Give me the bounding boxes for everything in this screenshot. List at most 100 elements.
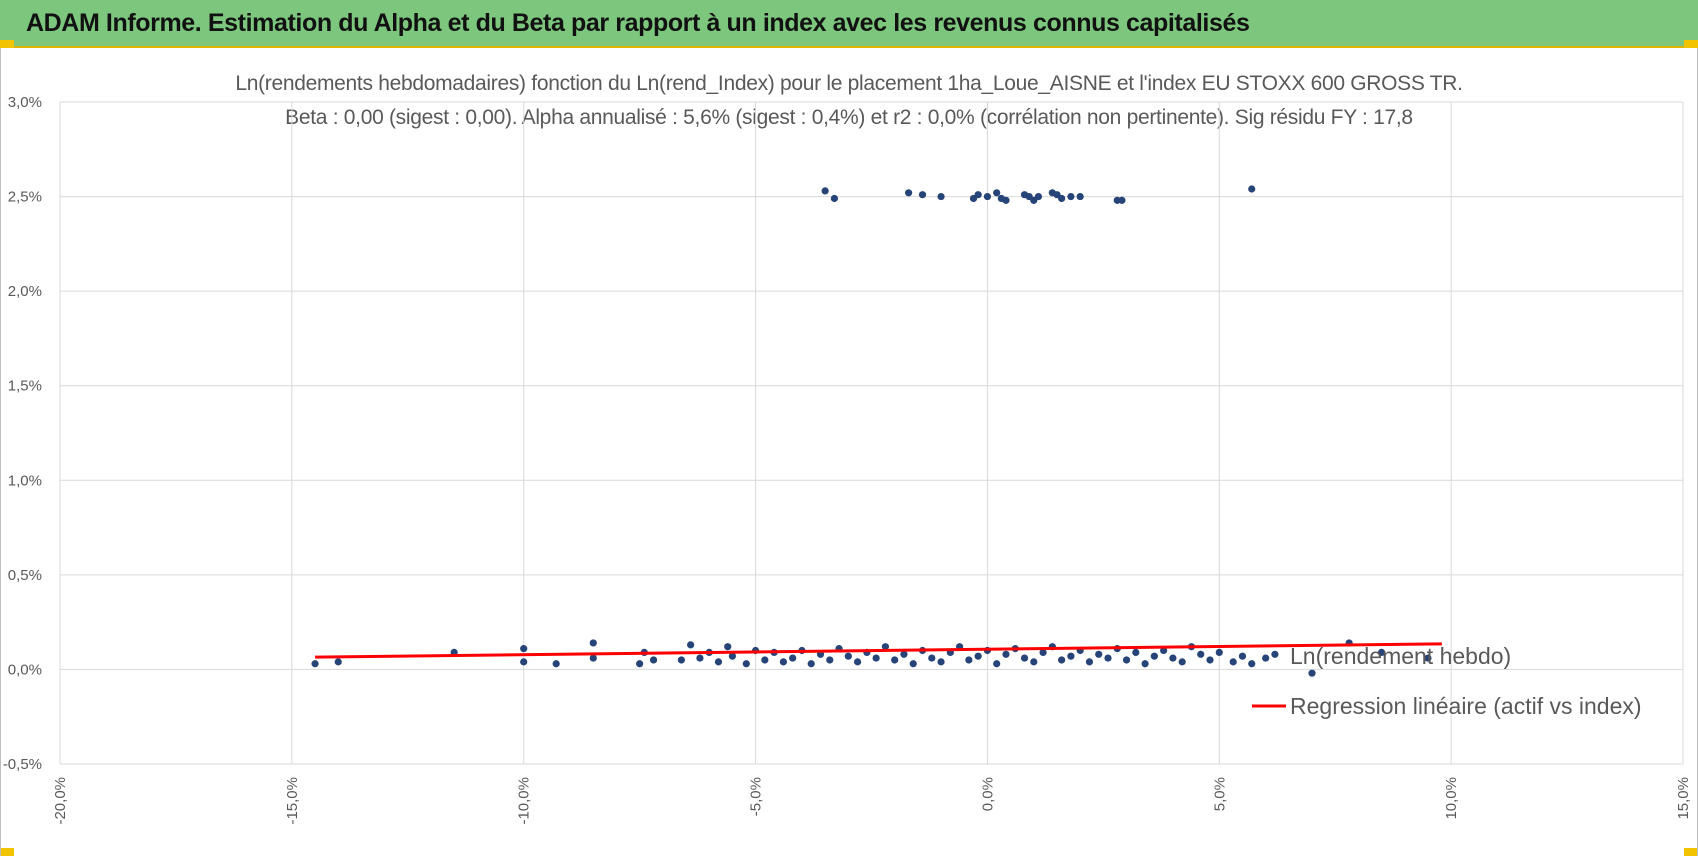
data-point xyxy=(334,658,342,666)
data-point xyxy=(807,660,815,668)
data-point xyxy=(821,187,829,195)
data-point xyxy=(993,189,1001,197)
legend-label-regression: Regression linéaire (actif vs index) xyxy=(1290,693,1642,719)
x-tick-label: 10,0% xyxy=(1443,777,1460,820)
data-point xyxy=(1104,654,1112,662)
data-point xyxy=(1178,658,1186,666)
data-point xyxy=(636,660,644,668)
data-point xyxy=(974,191,982,199)
data-point xyxy=(891,656,899,664)
x-tick-label: 15,0% xyxy=(1675,777,1692,820)
chart-title: Ln(rendements hebdomadaires) fonction du… xyxy=(235,72,1463,95)
data-point xyxy=(1169,654,1177,662)
y-tick-label: -0,5% xyxy=(3,756,42,773)
data-point xyxy=(779,658,787,666)
data-point xyxy=(1058,656,1066,664)
data-point xyxy=(1085,658,1094,666)
x-tick-label: -5,0% xyxy=(748,777,765,816)
y-tick-label: 2,0% xyxy=(8,283,42,300)
corner-marker xyxy=(0,40,14,48)
corner-marker xyxy=(1684,848,1698,856)
data-point xyxy=(714,658,723,666)
data-point xyxy=(761,656,769,664)
y-tick-label: 0,0% xyxy=(8,661,42,678)
data-point xyxy=(589,639,597,647)
y-tick-label: 1,5% xyxy=(8,378,42,395)
data-point xyxy=(928,654,936,662)
corner-marker xyxy=(1684,40,1698,48)
data-point xyxy=(993,660,1001,668)
data-point xyxy=(311,660,319,668)
data-point xyxy=(1238,652,1247,660)
data-point xyxy=(1067,192,1075,201)
data-point xyxy=(853,658,862,666)
data-point xyxy=(1248,185,1256,193)
data-point xyxy=(826,656,834,664)
data-point xyxy=(728,652,736,660)
regression-line xyxy=(315,642,1442,659)
data-point xyxy=(1132,648,1140,657)
y-tick-label: 2,5% xyxy=(8,189,42,206)
data-point xyxy=(1262,654,1270,662)
header-banner: ADAM Informe. Estimation du Alpha et du … xyxy=(0,0,1698,48)
data-point xyxy=(552,660,560,668)
y-tick-label: 0,5% xyxy=(8,567,42,584)
data-point xyxy=(1197,650,1205,658)
x-tick-label: -10,0% xyxy=(516,777,533,825)
data-point xyxy=(1039,648,1047,657)
data-point xyxy=(881,643,890,651)
data-point xyxy=(965,656,973,664)
data-point xyxy=(937,658,945,666)
data-point xyxy=(909,660,917,668)
data-point xyxy=(1034,192,1043,201)
data-point xyxy=(1122,656,1131,664)
x-tick-label: -20,0% xyxy=(52,777,69,825)
x-tick-label: -15,0% xyxy=(284,777,301,825)
data-point xyxy=(520,645,528,653)
data-point xyxy=(589,654,597,662)
data-point xyxy=(1160,646,1168,655)
data-point xyxy=(677,656,685,664)
data-point xyxy=(872,654,880,662)
data-point xyxy=(918,191,927,199)
data-point xyxy=(1095,650,1103,658)
data-point xyxy=(900,650,908,658)
data-point xyxy=(1118,196,1126,204)
data-point xyxy=(1229,658,1237,666)
data-point xyxy=(974,652,982,660)
chart-subtitle: Beta : 0,00 (sigest : 0,00). Alpha annua… xyxy=(285,106,1413,129)
data-point xyxy=(1206,656,1214,664)
page-title: ADAM Informe. Estimation du Alpha et du … xyxy=(26,9,1250,37)
data-point xyxy=(1308,669,1316,677)
data-point xyxy=(1377,648,1386,657)
data-point xyxy=(1141,660,1149,668)
data-point xyxy=(830,194,839,203)
data-point xyxy=(1020,654,1029,662)
data-point xyxy=(904,189,913,197)
data-point xyxy=(789,654,797,662)
data-point xyxy=(937,192,945,201)
data-point xyxy=(1030,658,1038,666)
y-tick-label: 3,0% xyxy=(8,94,42,111)
data-point xyxy=(1067,652,1075,660)
corner-marker xyxy=(0,848,14,856)
data-point xyxy=(983,192,992,201)
data-point xyxy=(687,641,695,649)
x-tick-label: 0,0% xyxy=(979,777,996,811)
x-tick-label: 5,0% xyxy=(1211,777,1228,811)
data-point xyxy=(649,656,658,664)
data-point xyxy=(696,654,704,662)
y-tick-label: 1,0% xyxy=(8,472,42,489)
data-point xyxy=(1150,652,1158,660)
data-point xyxy=(1058,194,1066,203)
data-point xyxy=(1002,196,1010,204)
data-point xyxy=(742,660,750,668)
data-point xyxy=(844,652,852,660)
data-point xyxy=(1424,654,1432,662)
data-point xyxy=(1215,648,1223,657)
data-point xyxy=(724,643,732,651)
data-point xyxy=(1248,660,1256,668)
data-point xyxy=(1002,650,1010,658)
data-point xyxy=(520,658,528,666)
